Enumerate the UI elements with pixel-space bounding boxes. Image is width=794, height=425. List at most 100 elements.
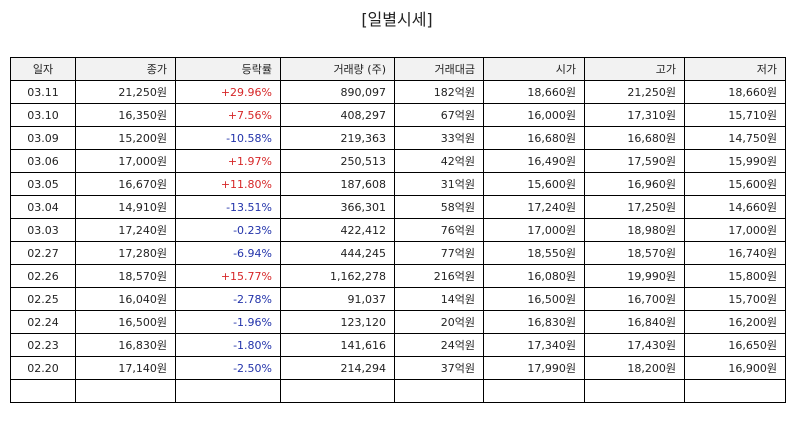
table-cell: 20억원 [394,310,484,334]
table-cell: 17,280원 [75,241,176,265]
table-cell: 02.25 [10,287,76,311]
table-cell: +1.97% [175,149,281,173]
table-cell: 02.27 [10,241,76,265]
table-row: 02.27 17,280원 -6.94% 444,245 77억원 18,550원 18,5… [10,241,786,265]
table-cell: 14,910원 [75,195,176,219]
header-cell: 종가 [75,57,176,81]
table-cell: 141,616 [280,333,395,357]
table-cell: 18,550원 [483,241,585,265]
table-cell: 03.03 [10,218,76,242]
table-cell: 17,000원 [684,218,786,242]
table-cell: 216억원 [394,264,484,288]
table-cell: 444,245 [280,241,395,265]
empty-cell [394,379,484,403]
table-cell: -2.78% [175,287,281,311]
table-cell: 16,670원 [75,172,176,196]
table-cell: 15,600원 [483,172,585,196]
empty-cell [684,379,786,403]
table-cell: -1.96% [175,310,281,334]
table-row: 03.06 17,000원 +1.97% 250,513 42억원 16,490원 17,5… [10,149,786,173]
table-cell: 33억원 [394,126,484,150]
table-cell: 15,700원 [684,287,786,311]
table-cell: 16,490원 [483,149,585,173]
table-cell: 21,250원 [75,80,176,104]
table-cell: 16,080원 [483,264,585,288]
header-cell: 거래량 (주) [280,57,395,81]
table-cell: 21,250원 [584,80,685,104]
table-cell: -13.51% [175,195,281,219]
table-cell: 408,297 [280,103,395,127]
table-cell: 67억원 [394,103,484,127]
table-cell: 16,500원 [75,310,176,334]
table-cell: 18,200원 [584,356,685,380]
table-cell: 15,710원 [684,103,786,127]
table-cell: 16,960원 [584,172,685,196]
table-cell: 16,650원 [684,333,786,357]
table-row: 02.23 16,830원 -1.80% 141,616 24억원 17,340원 17,4… [10,333,786,357]
table-cell: 17,990원 [483,356,585,380]
table-cell: 123,120 [280,310,395,334]
table-cell: 1,162,278 [280,264,395,288]
table-cell: 18,660원 [684,80,786,104]
table-cell: 02.26 [10,264,76,288]
table-cell: 17,000원 [75,149,176,173]
price-table: 일자 종가 등락률 거래량 (주) 거래대금 시가 고가 저가 03.11 21,250원 +29… [10,57,786,403]
table-cell: 250,513 [280,149,395,173]
title: [일별시세] [361,10,433,29]
table-row: 03.05 16,670원 +11.80% 187,608 31억원 15,600원 16,… [10,172,786,196]
table-cell: 18,570원 [75,264,176,288]
table-cell: 366,301 [280,195,395,219]
table-cell: 02.24 [10,310,76,334]
table-cell: 17,430원 [584,333,685,357]
table-cell: 17,000원 [483,218,585,242]
table-cell: 16,350원 [75,103,176,127]
table-cell: 15,600원 [684,172,786,196]
table-row: 02.20 17,140원 -2.50% 214,294 37억원 17,990원 18,2… [10,356,786,380]
header-cell: 거래대금 [394,57,484,81]
table-row: 02.24 16,500원 -1.96% 123,120 20억원 16,830원 16,8… [10,310,786,334]
table-cell: 219,363 [280,126,395,150]
table-cell: 16,830원 [75,333,176,357]
header-cell: 등락률 [175,57,281,81]
table-cell: 17,340원 [483,333,585,357]
table-cell: -1.80% [175,333,281,357]
table-cell: 16,040원 [75,287,176,311]
table-cell: 16,740원 [684,241,786,265]
table-cell: -2.50% [175,356,281,380]
header-cell: 저가 [684,57,786,81]
table-cell: 17,590원 [584,149,685,173]
table-cell: 18,660원 [483,80,585,104]
table-cell: 03.10 [10,103,76,127]
table-cell: 890,097 [280,80,395,104]
table-cell: 02.20 [10,356,76,380]
table-cell: 17,310원 [584,103,685,127]
table-cell: 24억원 [394,333,484,357]
table-cell: 187,608 [280,172,395,196]
table-cell: 91,037 [280,287,395,311]
table-cell: -6.94% [175,241,281,265]
header-cell: 시가 [483,57,585,81]
table-cell: 16,000원 [483,103,585,127]
table-cell: 37억원 [394,356,484,380]
table-cell: 14,750원 [684,126,786,150]
table-cell: 214,294 [280,356,395,380]
table-cell: 03.05 [10,172,76,196]
empty-cell [175,379,281,403]
empty-cell [10,379,76,403]
table-cell: 182억원 [394,80,484,104]
table-cell: 15,800원 [684,264,786,288]
table-row: 03.10 16,350원 +7.56% 408,297 67억원 16,000원 17,3… [10,103,786,127]
table-cell: +7.56% [175,103,281,127]
table-cell: 03.09 [10,126,76,150]
table-cell: 16,900원 [684,356,786,380]
table-cell: 03.04 [10,195,76,219]
table-cell: +29.96% [175,80,281,104]
table-cell: 14억원 [394,287,484,311]
table-cell: 17,250원 [584,195,685,219]
table-cell: 16,680원 [584,126,685,150]
table-cell: 31억원 [394,172,484,196]
header-row: 일자 종가 등락률 거래량 (주) 거래대금 시가 고가 저가 [10,57,786,81]
table-cell: 422,412 [280,218,395,242]
table-cell: 03.06 [10,149,76,173]
